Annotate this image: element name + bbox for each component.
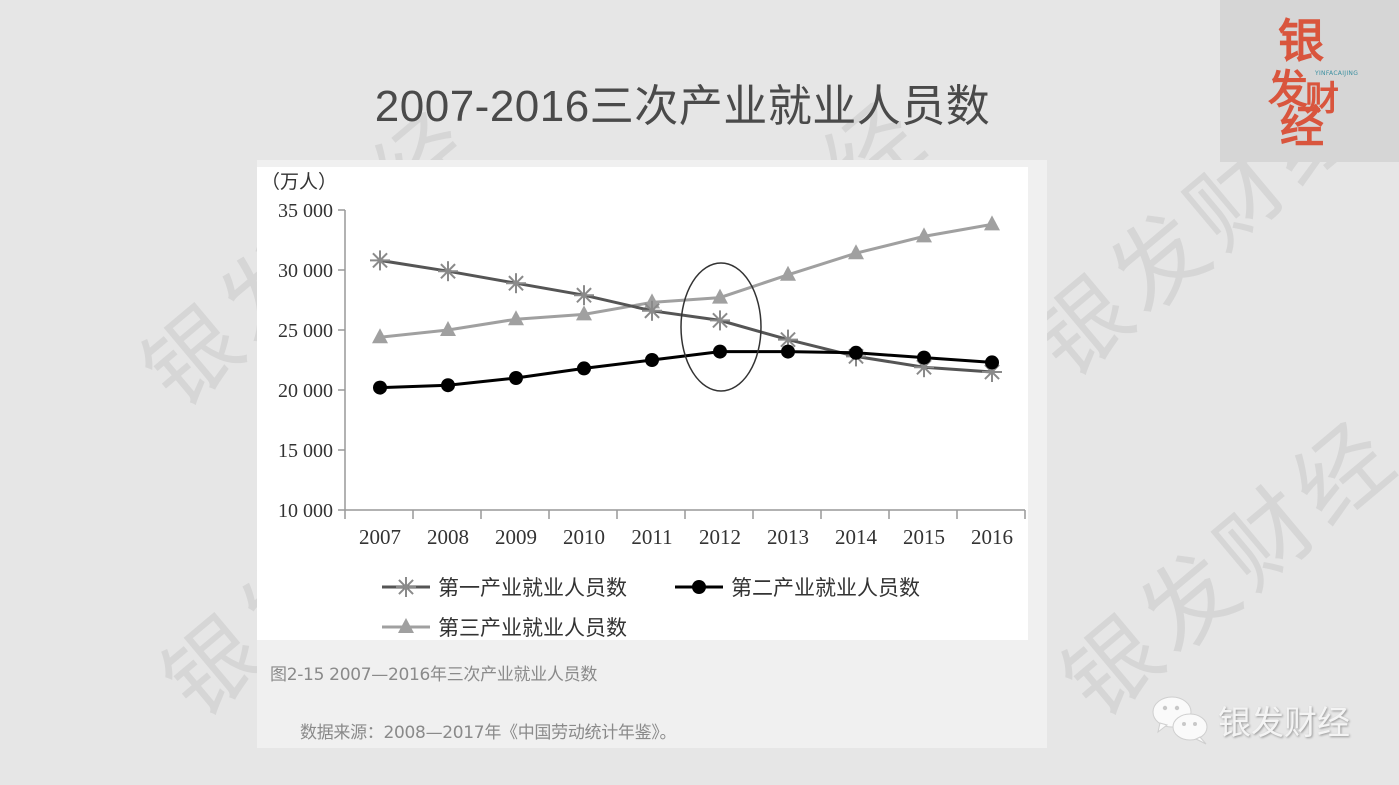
brand-logo	[1220, 0, 1399, 162]
logo-char: 财	[1305, 79, 1339, 119]
slide-title: 2007-2016三次产业就业人员数	[374, 82, 991, 131]
data-source: 数据来源：2008—2017年《中国劳动统计年鉴》。	[300, 723, 677, 743]
legend-label: 第一产业就业人员数	[438, 576, 627, 600]
logo-char: 发	[1268, 66, 1308, 113]
line-chart: （万人） 10 000 15 000 20 000 25 000 30 000 35 000…	[261, 171, 1026, 640]
y-tick-label: 35 000	[278, 200, 333, 222]
x-tick-label: 2014	[835, 525, 878, 549]
wechat-icon	[1152, 696, 1208, 745]
x-tick-label: 2013	[767, 525, 809, 549]
x-tick-label: 2015	[903, 525, 945, 549]
y-tick-label: 20 000	[278, 380, 333, 402]
watermark: 银发财经	[1043, 398, 1399, 739]
legend-item: 第二产业就业人员数	[675, 576, 920, 600]
highlight-ellipse	[680, 262, 762, 392]
x-tick-label: 2012	[699, 525, 741, 549]
legend-label: 第三产业就业人员数	[438, 616, 627, 640]
wechat-account: 银发财经	[1150, 690, 1350, 750]
logo-char: 银	[1278, 14, 1324, 68]
x-tick-label: 2009	[495, 525, 537, 549]
y-tick-label: 15 000	[278, 440, 333, 462]
x-tick-label: 2016	[971, 525, 1013, 549]
y-tick-label: 30 000	[278, 260, 333, 282]
chart-area: （万人） 10 000 15 000 20 000 25 000 30 000 35 000…	[257, 167, 1028, 640]
legend-item: 第三产业就业人员数	[382, 616, 627, 640]
legend-label: 第二产业就业人员数	[731, 576, 920, 600]
logo-char: 经	[1280, 102, 1324, 153]
y-axis-unit: （万人）	[261, 171, 337, 193]
legend-item: 第一产业就业人员数	[382, 576, 627, 600]
series-line	[373, 344, 999, 395]
x-tick-label: 2011	[631, 525, 672, 549]
series-line	[370, 250, 1002, 382]
account-name: 银发财经	[1218, 703, 1350, 742]
x-tick-label: 2010	[563, 525, 605, 549]
x-tick-label: 2007	[359, 525, 401, 549]
logo-subtitle: YINFACAIJING	[1315, 70, 1359, 77]
y-tick-label: 10 000	[278, 500, 333, 522]
x-tick-label: 2008	[427, 525, 469, 549]
series-line	[372, 215, 1000, 344]
y-tick-label: 25 000	[278, 320, 333, 342]
figure-caption: 图2-15 2007—2016年三次产业就业人员数	[270, 665, 598, 685]
